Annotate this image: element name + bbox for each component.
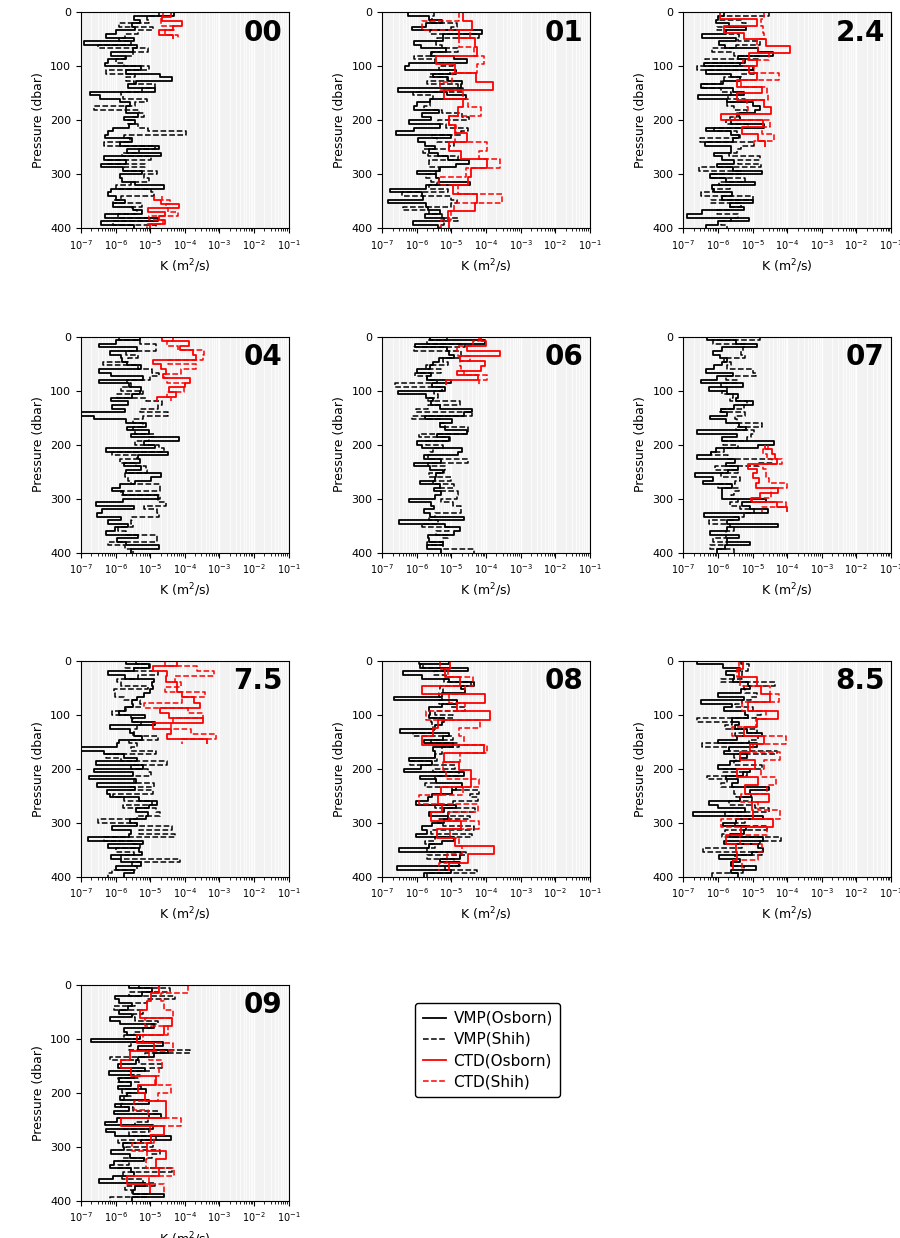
Text: 7.5: 7.5 [233,667,283,695]
Y-axis label: Pressure (dbar): Pressure (dbar) [634,396,647,493]
Y-axis label: Pressure (dbar): Pressure (dbar) [32,73,45,168]
X-axis label: K (m$^2$/s): K (m$^2$/s) [159,582,211,599]
Text: 07: 07 [846,343,885,371]
Text: 08: 08 [544,667,583,695]
X-axis label: K (m$^2$/s): K (m$^2$/s) [159,906,211,924]
Y-axis label: Pressure (dbar): Pressure (dbar) [333,721,346,817]
Y-axis label: Pressure (dbar): Pressure (dbar) [32,396,45,493]
X-axis label: K (m$^2$/s): K (m$^2$/s) [460,258,512,275]
Legend: VMP(Osborn), VMP(Shih), CTD(Osborn), CTD(Shih): VMP(Osborn), VMP(Shih), CTD(Osborn), CTD… [415,1003,561,1097]
Text: 00: 00 [244,19,283,47]
Text: 01: 01 [545,19,583,47]
Y-axis label: Pressure (dbar): Pressure (dbar) [333,396,346,493]
Y-axis label: Pressure (dbar): Pressure (dbar) [634,73,647,168]
Text: 04: 04 [244,343,283,371]
Text: 09: 09 [244,992,283,1019]
Y-axis label: Pressure (dbar): Pressure (dbar) [32,1045,45,1140]
X-axis label: K (m$^2$/s): K (m$^2$/s) [460,906,512,924]
X-axis label: K (m$^2$/s): K (m$^2$/s) [159,258,211,275]
Text: 8.5: 8.5 [835,667,885,695]
Y-axis label: Pressure (dbar): Pressure (dbar) [32,721,45,817]
X-axis label: K (m$^2$/s): K (m$^2$/s) [159,1229,211,1238]
X-axis label: K (m$^2$/s): K (m$^2$/s) [761,582,813,599]
X-axis label: K (m$^2$/s): K (m$^2$/s) [761,258,813,275]
Y-axis label: Pressure (dbar): Pressure (dbar) [333,73,346,168]
X-axis label: K (m$^2$/s): K (m$^2$/s) [761,906,813,924]
Text: 06: 06 [544,343,583,371]
Text: 2.4: 2.4 [835,19,885,47]
X-axis label: K (m$^2$/s): K (m$^2$/s) [460,582,512,599]
Y-axis label: Pressure (dbar): Pressure (dbar) [634,721,647,817]
